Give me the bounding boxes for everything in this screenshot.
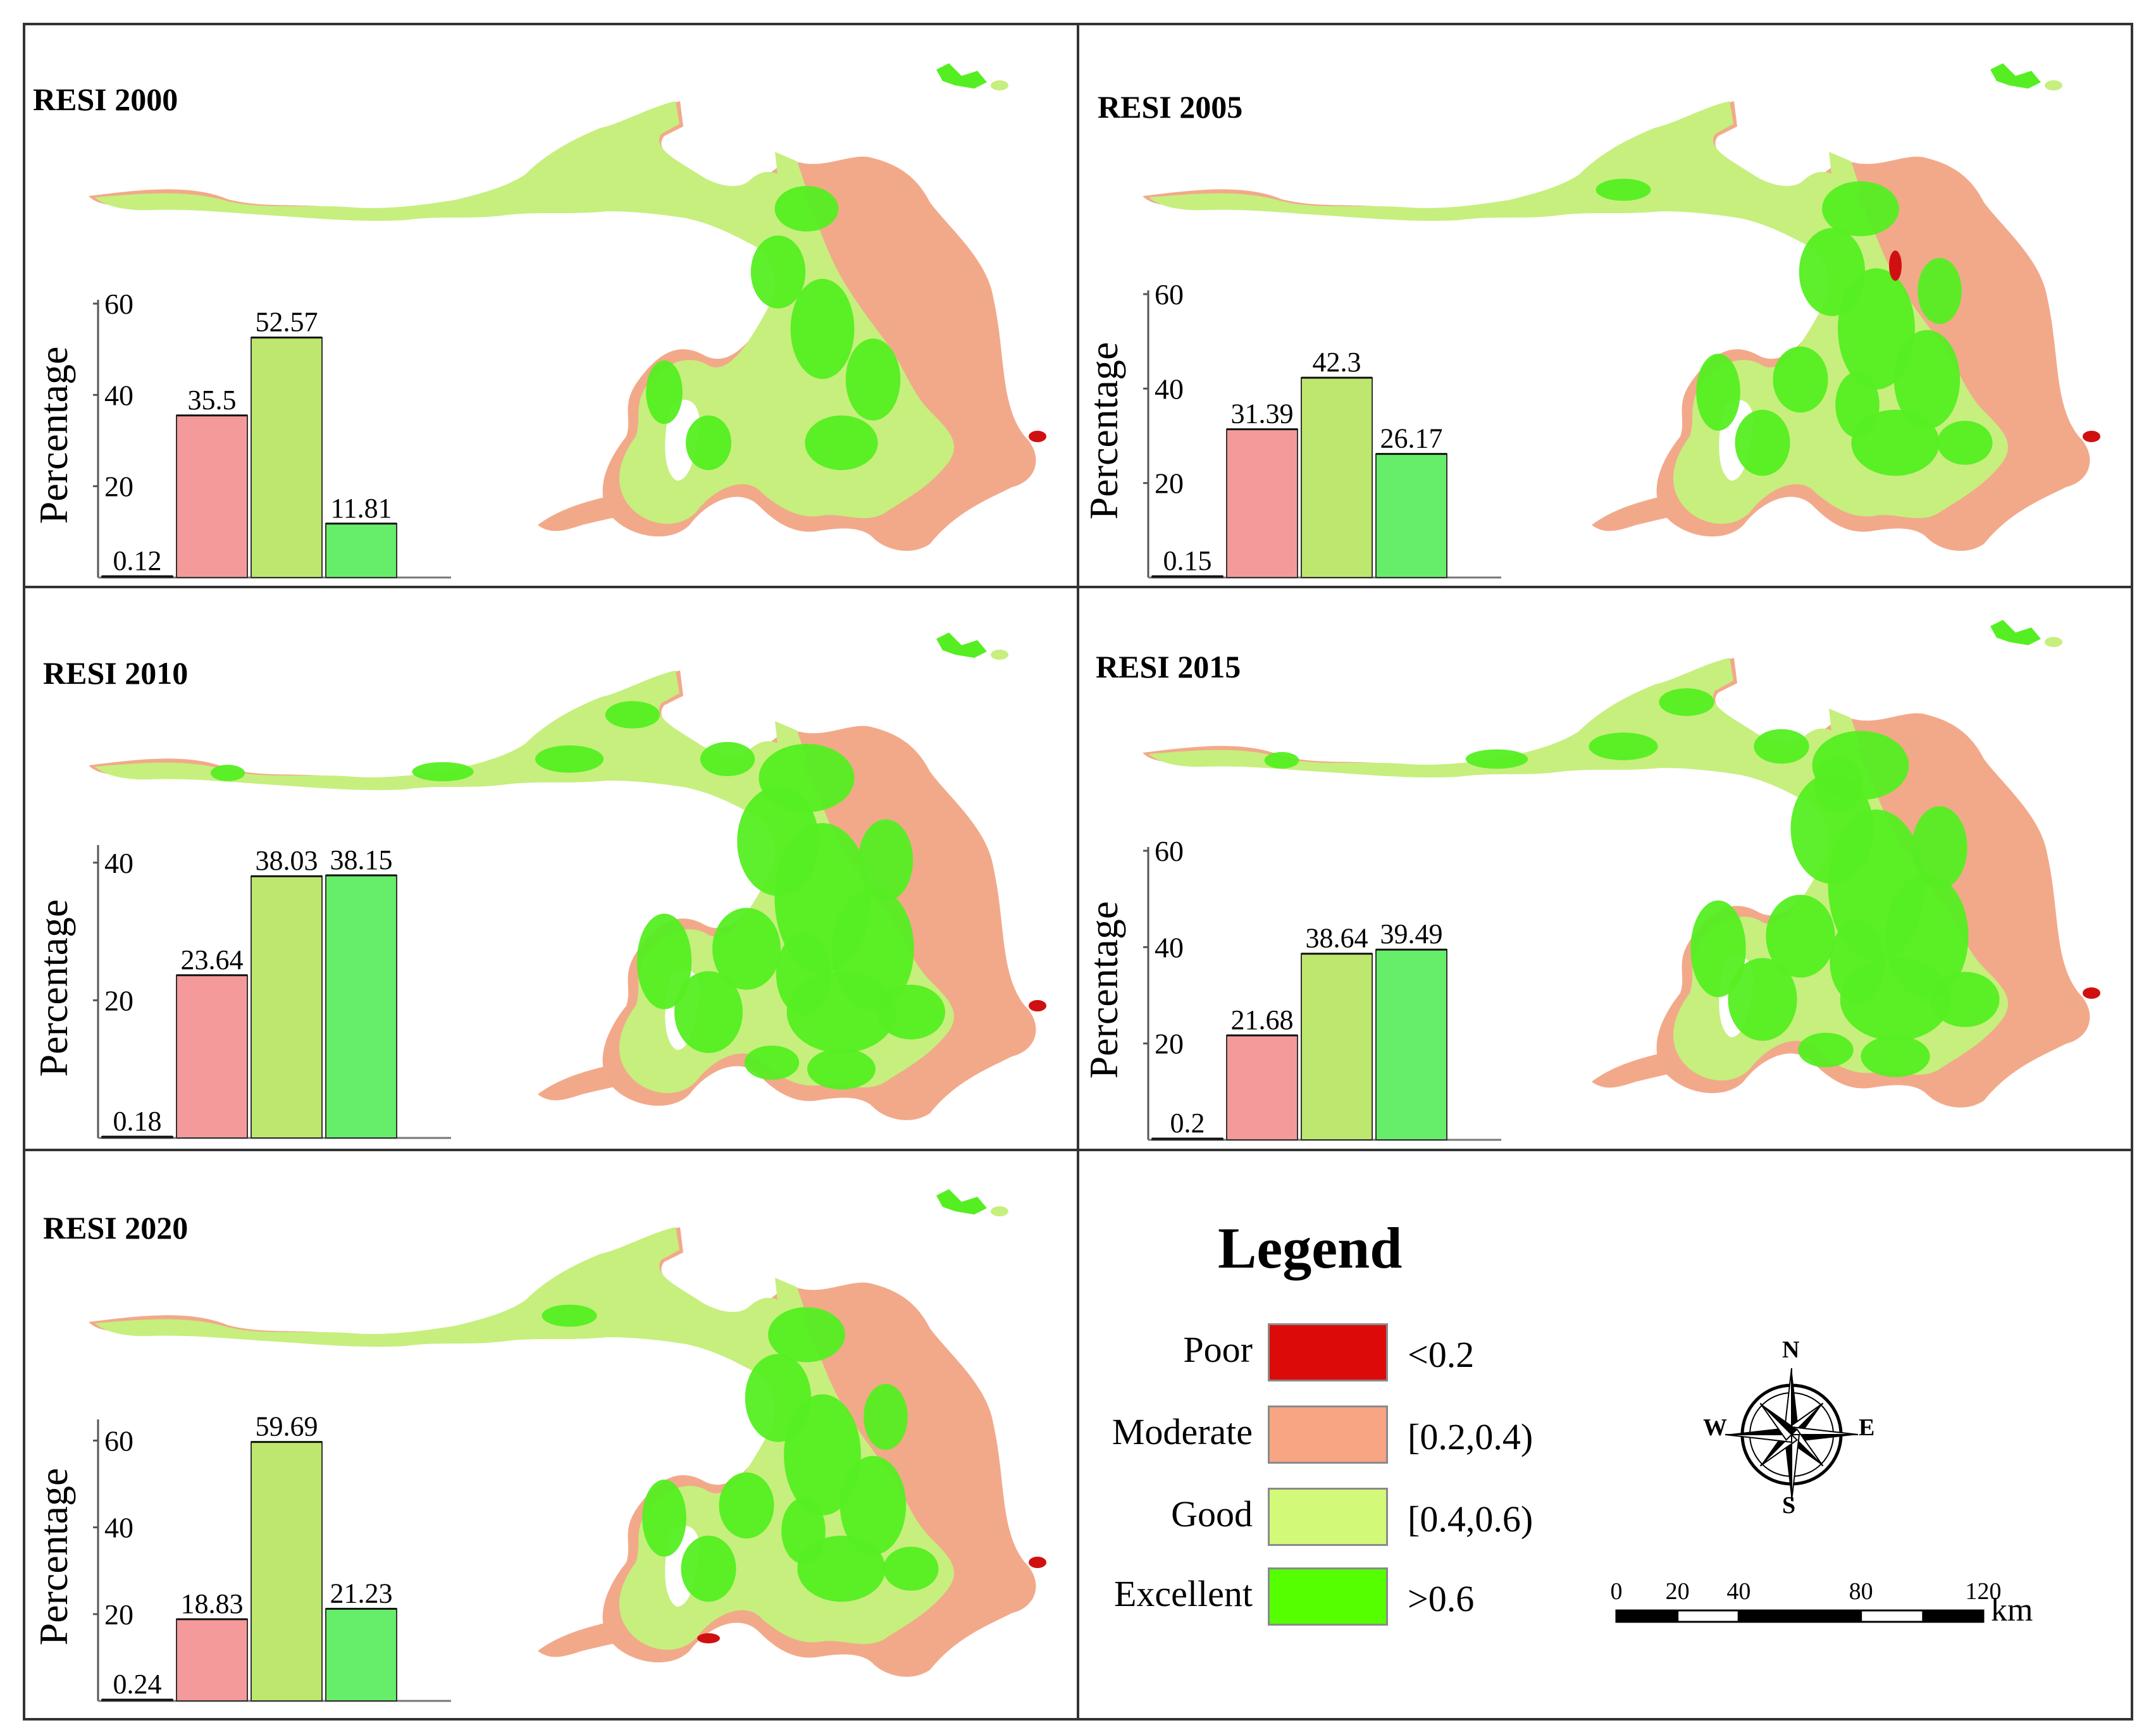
bar-3 <box>1375 949 1447 1140</box>
bar-value-label: 31.39 <box>1231 399 1294 429</box>
bar-value-label: 52.57 <box>256 307 318 338</box>
compass-label-n: N <box>1782 1337 1800 1363</box>
scale-bar <box>1615 1609 1985 1623</box>
y-tick-label: 20 <box>104 984 133 1016</box>
scale-tick-label: 120 <box>1965 1578 2002 1605</box>
bar-value-label: 0.12 <box>113 545 162 576</box>
legend-class-label: Poor <box>1183 1329 1253 1370</box>
bar-3 <box>1375 453 1447 578</box>
panel-title: RESI 2010 <box>43 655 189 691</box>
inset-bar-chart: 20 40 0.18 23.64 38.03 38.15 <box>93 844 451 1139</box>
y-axis-label: Percentage <box>1081 342 1126 519</box>
bar-3 <box>325 874 397 1139</box>
legend-swatch <box>1268 1488 1388 1546</box>
bar-value-label: 35.5 <box>188 385 237 416</box>
bar-value-label: 39.49 <box>1380 918 1443 949</box>
bar-value-label: 59.69 <box>256 1411 318 1442</box>
legend-title: Legend <box>1218 1216 1403 1280</box>
bar-value-label: 21.68 <box>1231 1004 1294 1035</box>
bar-value-label: 11.81 <box>330 493 392 524</box>
y-axis-label: Percentage <box>31 1467 76 1646</box>
y-tick-label: 60 <box>104 288 133 320</box>
legend-range-label: [0.2,0.4) <box>1408 1416 1533 1457</box>
panel-title: RESI 2015 <box>1096 649 1241 684</box>
resi-map-1 <box>1143 63 2100 551</box>
y-tick-label: 20 <box>1155 467 1184 500</box>
legend-range-label: [0.4,0.6) <box>1408 1498 1533 1540</box>
bar-value-label: 23.64 <box>181 944 244 975</box>
scale-unit-label: km <box>1991 1592 2033 1628</box>
legend-swatch <box>1268 1567 1388 1626</box>
y-tick-label: 60 <box>104 1424 133 1457</box>
bar-1 <box>176 974 248 1139</box>
y-tick-label: 60 <box>1155 278 1184 311</box>
y-tick-label: 40 <box>104 1512 133 1544</box>
bar-value-label: 0.18 <box>113 1106 162 1137</box>
compass-rose-icon <box>1725 1368 1859 1502</box>
bar-2 <box>251 875 323 1139</box>
y-tick-label: 60 <box>1155 835 1184 867</box>
y-tick-label: 40 <box>104 847 133 879</box>
inset-bar-chart: 20 40 60 0.15 31.39 42.3 26.17 <box>1143 278 1501 579</box>
resi-map-2 <box>89 633 1046 1120</box>
legend-swatch <box>1268 1406 1388 1464</box>
bar-value-label: 38.15 <box>330 844 393 875</box>
bar-1 <box>176 414 248 579</box>
panel-title: RESI 2020 <box>43 1210 189 1245</box>
bar-value-label: 42.3 <box>1313 347 1361 378</box>
y-axis-label: Percentage <box>31 899 76 1077</box>
inset-bar-chart: 20 40 60 0.2 21.68 38.64 39.49 <box>1143 835 1501 1141</box>
legend-class-label: Moderate <box>1112 1411 1253 1452</box>
legend-range-label: >0.6 <box>1408 1578 1475 1619</box>
y-tick-label: 40 <box>104 379 133 411</box>
resi-map-3 <box>1143 620 2100 1108</box>
bar-3 <box>325 522 397 579</box>
scale-tick-label: 40 <box>1726 1578 1751 1605</box>
y-axis-label: Percentage <box>31 346 76 524</box>
bar-2 <box>1301 953 1373 1141</box>
bar-value-label: 38.64 <box>1306 923 1368 954</box>
bar-value-label: 18.83 <box>181 1588 244 1619</box>
bar-value-label: 0.2 <box>1170 1108 1205 1139</box>
panel-title: RESI 2000 <box>33 82 178 117</box>
inset-bar-chart: 20 40 60 0.24 18.83 59.69 21.23 <box>93 1411 451 1702</box>
bar-value-label: 21.23 <box>330 1578 393 1609</box>
bar-value-label: 38.03 <box>256 845 318 876</box>
y-tick-label: 20 <box>104 1598 133 1631</box>
resi-map-0 <box>89 63 1046 551</box>
y-tick-label: 20 <box>104 471 133 503</box>
y-tick-label: 40 <box>1155 373 1184 405</box>
y-tick-label: 40 <box>1155 931 1184 963</box>
bar-3 <box>325 1608 397 1702</box>
legend-class-label: Good <box>1171 1493 1253 1535</box>
scale-tick-label: 0 <box>1610 1578 1623 1605</box>
panel-title: RESI 2005 <box>1098 89 1243 125</box>
scale-tick-label: 20 <box>1665 1578 1690 1605</box>
bar-value-label: 0.15 <box>1163 545 1212 576</box>
legend-swatch <box>1268 1323 1388 1381</box>
y-tick-label: 20 <box>1155 1028 1184 1060</box>
resi-map-4 <box>89 1189 1046 1677</box>
legend-range-label: <0.2 <box>1408 1334 1475 1375</box>
compass-label-s: S <box>1782 1492 1796 1519</box>
y-axis-label: Percentage <box>1081 901 1126 1079</box>
bar-1 <box>1226 1034 1298 1140</box>
bar-2 <box>251 1441 323 1702</box>
scale-tick-label: 80 <box>1849 1578 1873 1605</box>
bar-1 <box>1226 428 1298 578</box>
legend-class-label: Excellent <box>1113 1573 1253 1614</box>
compass-label-w: W <box>1703 1414 1727 1441</box>
bar-2 <box>251 337 323 578</box>
inset-bar-chart: 20 40 60 0.12 35.5 52.57 11.81 <box>93 288 451 579</box>
bar-value-label: 0.24 <box>113 1669 162 1700</box>
compass-label-e: E <box>1859 1414 1875 1441</box>
bar-1 <box>176 1618 248 1702</box>
bar-2 <box>1301 377 1373 578</box>
bar-value-label: 26.17 <box>1380 423 1443 454</box>
